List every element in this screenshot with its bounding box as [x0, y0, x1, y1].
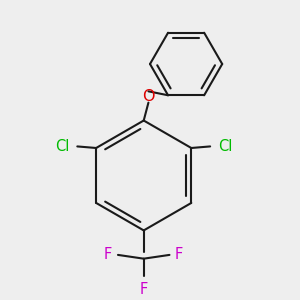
Text: F: F	[140, 282, 148, 297]
Text: F: F	[175, 248, 183, 262]
Text: F: F	[104, 248, 112, 262]
Text: Cl: Cl	[218, 139, 232, 154]
Text: O: O	[142, 89, 155, 104]
Text: Cl: Cl	[55, 139, 69, 154]
